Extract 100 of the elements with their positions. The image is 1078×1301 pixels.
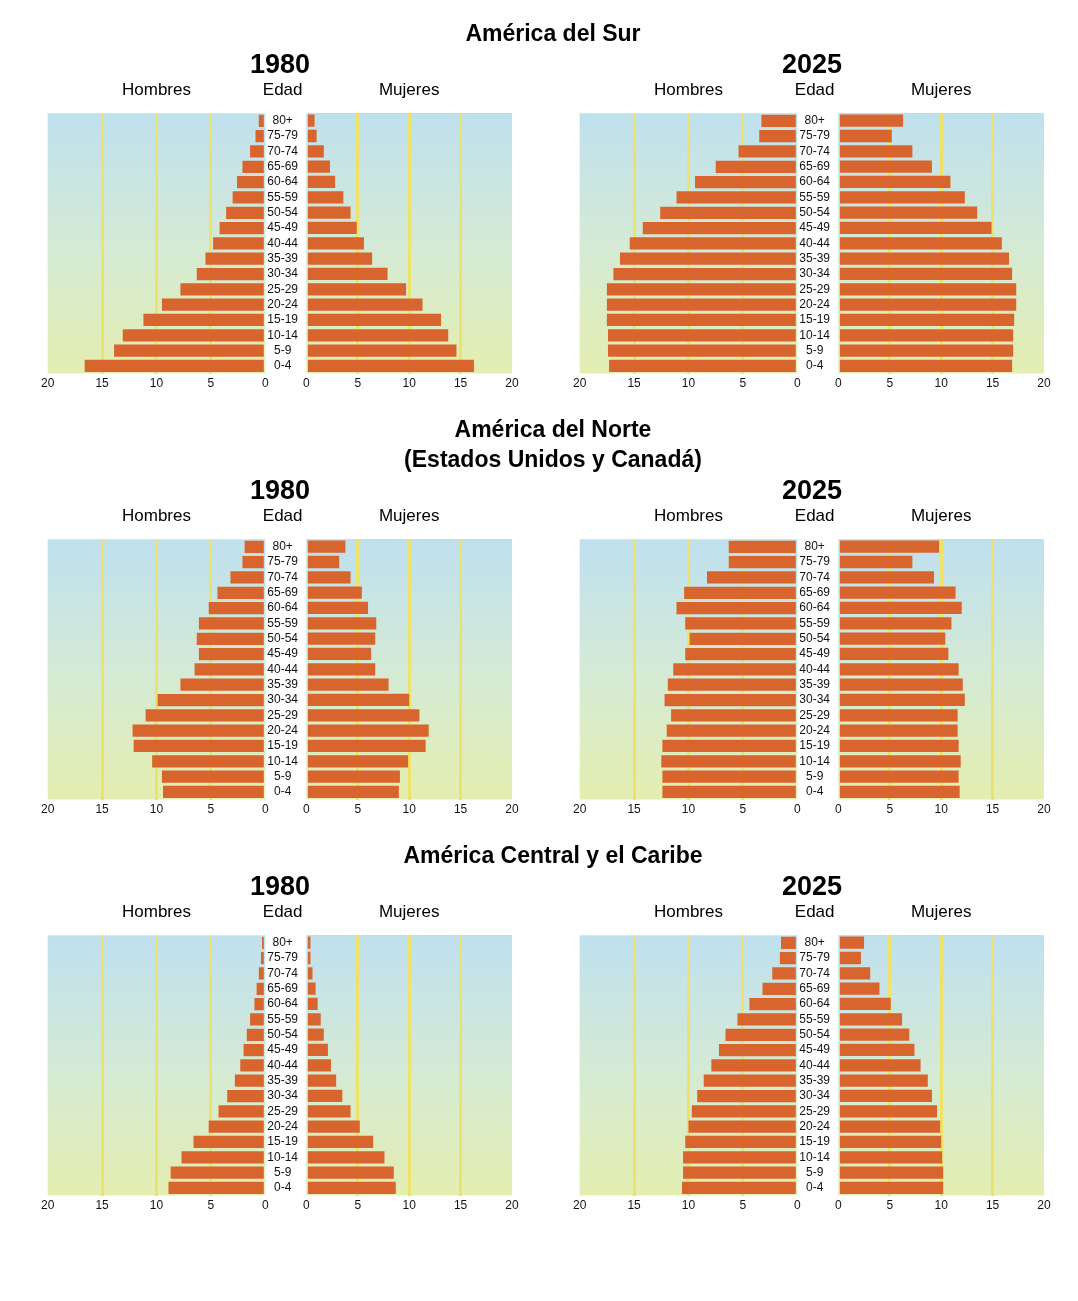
bar	[250, 1013, 264, 1026]
x-tick-label: 20	[505, 802, 519, 817]
bar	[307, 191, 344, 204]
bar	[307, 114, 315, 127]
bar	[163, 785, 264, 799]
y-tick-label: 55-59	[267, 615, 299, 630]
bar	[208, 602, 264, 615]
bar	[676, 602, 796, 615]
y-tick-label: 45-49	[799, 220, 831, 235]
y-tick-label: 25-29	[799, 281, 831, 296]
y-tick-label: 50-54	[267, 1027, 299, 1042]
bar	[250, 145, 264, 158]
chart-subtitle: 1980	[248, 48, 312, 80]
bar	[839, 267, 1013, 281]
x-tick-label: 5	[354, 376, 362, 391]
x-tick-label: 15	[453, 376, 468, 391]
bar	[667, 678, 796, 691]
bar	[307, 739, 426, 753]
bar	[307, 175, 336, 189]
bar	[839, 770, 959, 783]
bar	[243, 1043, 264, 1057]
x-tick-label: 0	[261, 802, 269, 817]
x-tick-label: 5	[886, 802, 894, 817]
y-tick-label: 80+	[272, 113, 293, 128]
y-tick-label: 65-69	[799, 981, 831, 996]
bar	[198, 647, 264, 661]
text: América del Sur	[464, 19, 642, 48]
bar	[307, 221, 357, 235]
x-tick-label: 0	[261, 376, 269, 391]
bar	[307, 298, 423, 311]
bar	[671, 709, 796, 722]
y-tick-label: 5-9	[805, 342, 824, 357]
y-tick-label: 35-39	[799, 251, 831, 266]
y-tick-label: 55-59	[799, 189, 831, 204]
bar	[606, 298, 796, 311]
bar	[122, 329, 264, 342]
x-tick-label: 15	[95, 1198, 110, 1213]
bar	[839, 586, 956, 599]
bar	[711, 1059, 796, 1072]
bar	[168, 1181, 264, 1195]
bar	[307, 632, 376, 645]
bar	[208, 1120, 264, 1133]
bar	[683, 1166, 796, 1179]
bar	[839, 160, 932, 173]
bar	[839, 252, 1010, 265]
bar	[685, 647, 796, 661]
bar	[205, 252, 264, 265]
bar	[307, 1028, 324, 1041]
text: América Central y el Caribe	[402, 841, 704, 870]
bar	[613, 267, 796, 281]
bar	[307, 1043, 328, 1057]
x-tick-label: 15	[453, 1198, 468, 1213]
y-tick-label: 75-79	[267, 950, 299, 965]
y-tick-label: 65-69	[267, 585, 299, 600]
x-tick-label: 15	[985, 376, 1000, 391]
bar	[307, 571, 351, 584]
bar	[307, 344, 457, 357]
x-axis-title: Hombres	[654, 902, 723, 922]
bar	[227, 1089, 264, 1103]
bar	[226, 206, 264, 219]
bar	[728, 540, 796, 553]
y-tick-label: 20-24	[799, 296, 831, 311]
bar	[661, 755, 796, 768]
bar	[307, 1151, 385, 1164]
x-tick-label: 5	[739, 376, 747, 391]
y-tick-label: 80+	[272, 539, 293, 554]
bar	[697, 1089, 796, 1103]
y-tick-label: 0-4	[805, 1180, 824, 1195]
bar	[307, 237, 364, 250]
x-tick-label: 0	[834, 1198, 842, 1213]
bar	[307, 1074, 337, 1087]
bar	[839, 693, 965, 707]
bar	[839, 678, 963, 691]
y-tick-label: 20-24	[267, 296, 299, 311]
bar	[706, 571, 796, 584]
x-axis-title: Mujeres	[910, 902, 972, 922]
bar	[660, 206, 796, 219]
bar	[307, 770, 400, 783]
y-tick-label: 25-29	[267, 1103, 299, 1118]
bar	[749, 998, 796, 1011]
bar	[684, 586, 796, 599]
bar	[307, 724, 429, 737]
bar	[307, 329, 449, 342]
bar	[839, 1074, 928, 1087]
x-tick-label: 0	[302, 1198, 310, 1213]
bar	[666, 724, 796, 737]
bar	[307, 647, 372, 661]
y-axis-title: Edad	[794, 902, 835, 922]
bar	[681, 1181, 796, 1195]
y-tick-label: 60-64	[799, 600, 831, 615]
x-tick-label: 15	[627, 802, 642, 817]
bar	[839, 785, 960, 799]
y-tick-label: 25-29	[799, 1103, 831, 1118]
y-tick-label: 65-69	[799, 159, 831, 174]
y-tick-label: 15-19	[799, 1134, 831, 1149]
y-tick-label: 45-49	[799, 1042, 831, 1057]
bar	[839, 1059, 921, 1072]
y-tick-label: 40-44	[799, 661, 831, 676]
x-tick-label: 20	[40, 1198, 55, 1213]
y-tick-label: 80+	[804, 113, 825, 128]
